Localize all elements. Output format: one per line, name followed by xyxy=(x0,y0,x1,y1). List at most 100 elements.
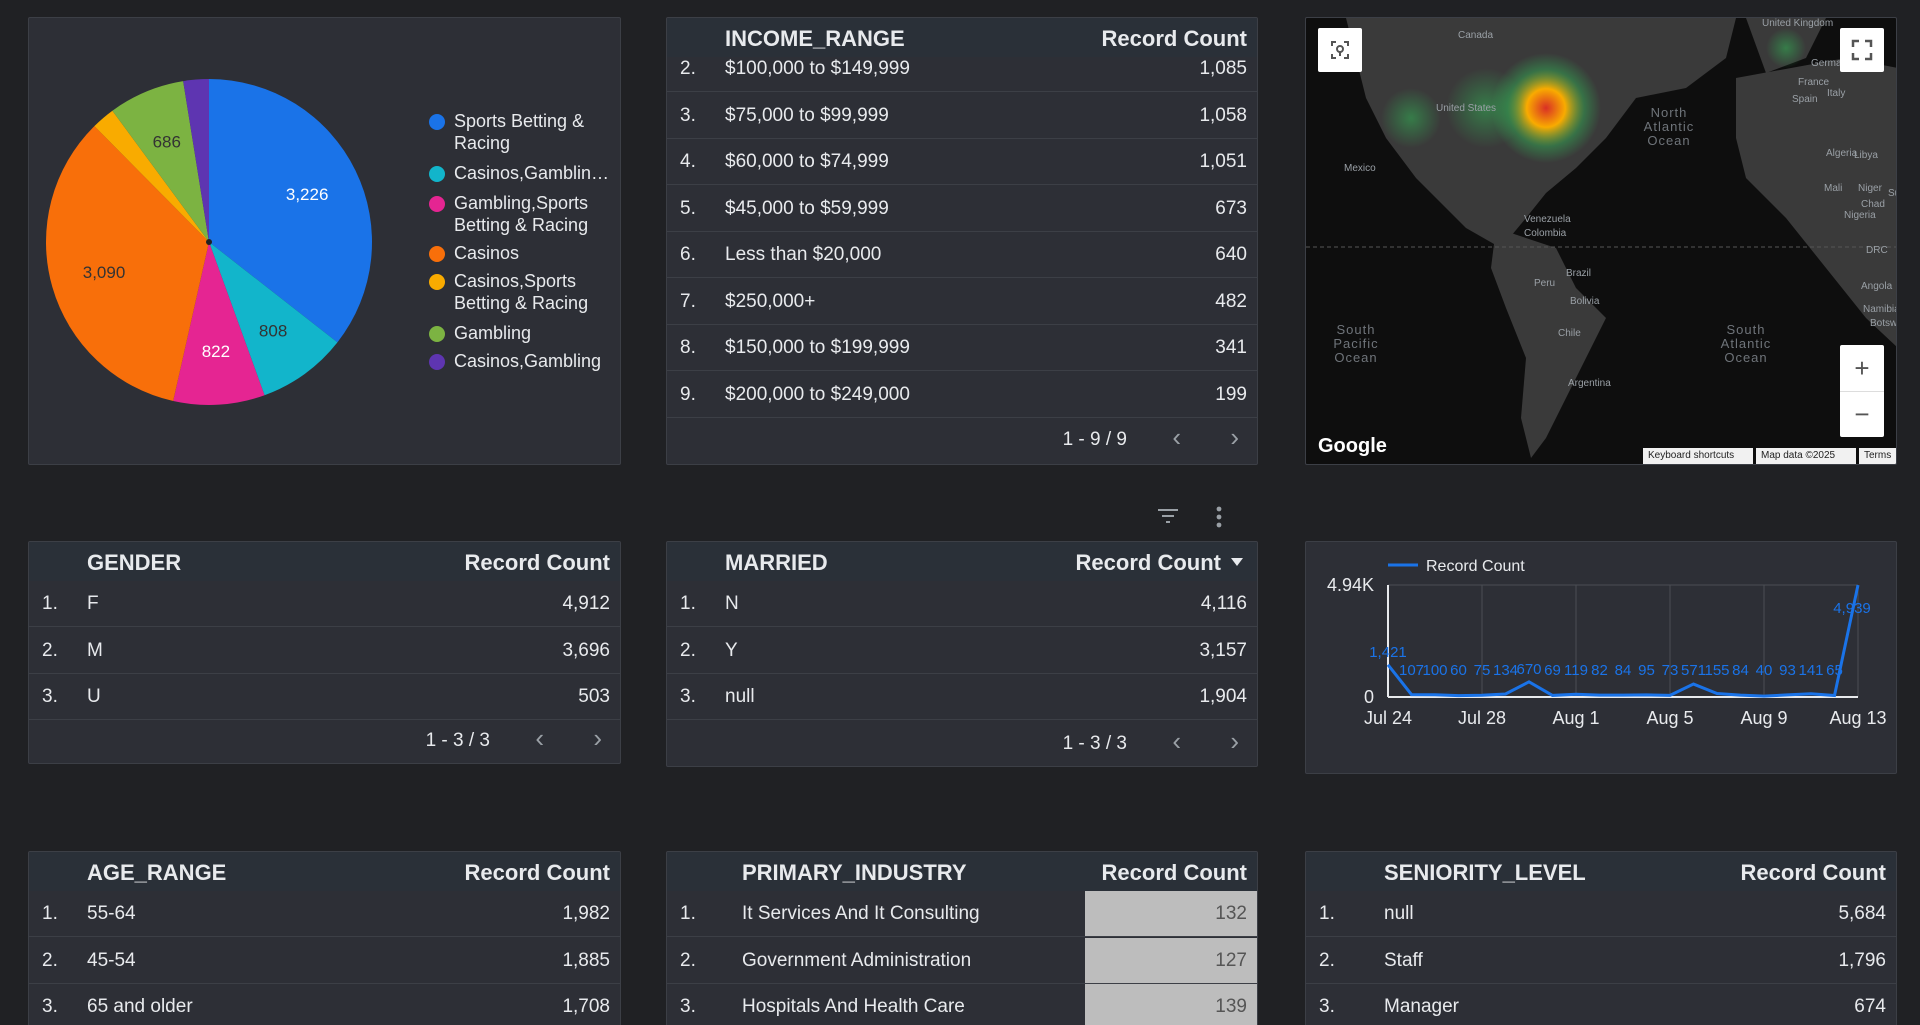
table-row[interactable]: 1. It Services And It Consulting 132 xyxy=(667,891,1257,937)
table-row[interactable]: 6. Less than $20,000 640 xyxy=(667,232,1257,278)
pagination-label: 1 - 9 / 9 xyxy=(1062,429,1127,450)
prev-page-icon[interactable]: ‹ xyxy=(1172,422,1181,452)
map-place-label: United Kingdom xyxy=(1762,18,1834,29)
table-row[interactable]: 5. $45,000 to $59,999 673 xyxy=(667,186,1257,232)
table-row[interactable]: 3. Manager 674 xyxy=(1306,984,1896,1025)
filter-icon[interactable] xyxy=(1156,506,1180,526)
table-row[interactable]: 3. Hospitals And Health Care 139 xyxy=(667,984,1257,1025)
row-index: 1. xyxy=(1319,903,1335,924)
ocean-label: South Atlantic Ocean xyxy=(1720,322,1772,365)
column-header-record-count[interactable]: Record Count xyxy=(1075,550,1221,575)
table-row[interactable]: 3. $75,000 to $99,999 1,058 xyxy=(667,93,1257,139)
row-index: 3. xyxy=(680,996,696,1017)
row-label: N xyxy=(725,593,739,614)
legend-label: Sports Betting & Racing xyxy=(454,111,585,153)
next-page-icon[interactable]: › xyxy=(1230,422,1239,452)
pie-data-label: 822 xyxy=(202,342,230,361)
geo-map[interactable]: Canada United States Mexico Venezuela Colomb… xyxy=(1305,17,1897,465)
prev-page-icon[interactable]: ‹ xyxy=(1172,726,1181,756)
x-tick-label: Aug 13 xyxy=(1829,708,1886,728)
data-label: 571 xyxy=(1681,662,1706,679)
map-place-label: Algeria xyxy=(1826,148,1858,159)
table-row[interactable]: 2. 45-54 1,885 xyxy=(29,938,620,984)
map-place-label: Niger xyxy=(1858,183,1882,194)
row-value: 1,058 xyxy=(1199,104,1247,126)
pie-slice[interactable] xyxy=(209,79,372,343)
pie-slice[interactable] xyxy=(209,242,338,396)
column-header-income-range[interactable]: INCOME_RANGE xyxy=(725,26,905,51)
location-icon[interactable] xyxy=(1318,28,1362,72)
pie-chart[interactable]: 3,226 808 822 3,090 686 xyxy=(29,18,389,465)
table-row[interactable]: 1. 55-64 1,982 xyxy=(29,891,620,937)
next-page-icon[interactable]: › xyxy=(1230,726,1239,756)
table-row[interactable]: 1. F 4,912 xyxy=(29,581,620,627)
table-row[interactable]: 3. 65 and older 1,708 xyxy=(29,984,620,1025)
column-header-age-range[interactable]: AGE_RANGE xyxy=(87,860,227,885)
data-label: 107 xyxy=(1399,662,1424,679)
more-options-icon[interactable] xyxy=(1214,505,1224,529)
row-index: 3. xyxy=(42,686,58,707)
table-row[interactable]: 9. $200,000 to $249,000 199 xyxy=(667,372,1257,418)
legend-swatch xyxy=(429,166,445,182)
legend-label: Casinos,Sports Betting & Racing xyxy=(454,271,589,313)
table-row[interactable]: 7. $250,000+ 482 xyxy=(667,279,1257,325)
sort-desc-icon[interactable] xyxy=(1231,558,1243,566)
column-header-seniority-level[interactable]: SENIORITY_LEVEL xyxy=(1384,860,1586,885)
data-label: 100 xyxy=(1422,662,1447,679)
map-place-label: DRC xyxy=(1866,245,1888,256)
table-row[interactable]: 2. Government Administration 127 xyxy=(667,937,1257,984)
table-row[interactable]: 2. Y 3,157 xyxy=(667,628,1257,674)
table-row[interactable]: 2. Staff 1,796 xyxy=(1306,938,1896,984)
table-row[interactable]: 2. $100,000 to $149,999 1,085 xyxy=(667,46,1257,92)
column-header-primary-industry[interactable]: PRIMARY_INDUSTRY xyxy=(742,860,967,885)
column-header-gender[interactable]: GENDER xyxy=(87,550,182,575)
zoom-out-button[interactable]: − xyxy=(1840,391,1884,437)
y-tick-label: 4.94K xyxy=(1327,575,1374,595)
row-index: 8. xyxy=(680,337,696,358)
table-header: GENDER Record Count xyxy=(29,542,620,581)
ocean-label: North Atlantic Ocean xyxy=(1643,105,1695,148)
prev-page-icon[interactable]: ‹ xyxy=(535,723,544,753)
map-terms-link[interactable]: Terms xyxy=(1859,448,1896,464)
value-heat-cell xyxy=(1085,937,1257,983)
column-header-record-count[interactable]: Record Count xyxy=(1740,860,1886,885)
legend-label: Gambling,Sports Betting & Racing xyxy=(454,193,589,235)
series-line xyxy=(1386,584,1860,698)
table-row[interactable]: 8. $150,000 to $199,999 341 xyxy=(667,325,1257,371)
table-row[interactable]: 3. U 503 xyxy=(29,674,620,720)
column-header-record-count[interactable]: Record Count xyxy=(1101,860,1247,885)
row-label: $75,000 to $99,999 xyxy=(725,104,889,126)
row-label: $250,000+ xyxy=(725,290,816,312)
line-chart[interactable]: Jul 24 Jul 28 Aug 1 Aug 5 Aug 9 Aug 13 4.94K 0 1… xyxy=(1306,542,1897,774)
column-header-married[interactable]: MARRIED xyxy=(725,550,828,575)
table-row[interactable]: 4. $60,000 to $74,999 1,051 xyxy=(667,139,1257,185)
legend-label: Casinos,Gamblin… xyxy=(454,163,610,183)
pie-slice[interactable] xyxy=(183,79,209,242)
table-row[interactable]: 1. N 4,116 xyxy=(667,581,1257,627)
column-header-record-count[interactable]: Record Count xyxy=(464,860,610,885)
next-page-icon[interactable]: › xyxy=(593,723,602,753)
table-row[interactable]: 3. null 1,904 xyxy=(667,674,1257,720)
column-header-record-count[interactable]: Record Count xyxy=(1101,26,1247,51)
map-canvas[interactable] xyxy=(1306,18,1897,465)
column-header-record-count[interactable]: Record Count xyxy=(464,550,610,575)
map-shortcuts-link[interactable]: Keyboard shortcuts xyxy=(1643,448,1753,464)
pie-slice[interactable] xyxy=(94,110,209,242)
zoom-in-button[interactable]: + xyxy=(1840,345,1884,391)
pie-slice[interactable] xyxy=(46,126,210,402)
table-row[interactable]: 1. null 5,684 xyxy=(1306,891,1896,937)
map-place-label: Spain xyxy=(1792,94,1818,105)
map-place-label: United States xyxy=(1436,103,1497,114)
pie-slice[interactable] xyxy=(173,242,265,405)
pie-data-label: 3,090 xyxy=(83,263,126,282)
pagination-label: 1 - 3 / 3 xyxy=(1062,733,1127,754)
legend-label: Record Count xyxy=(1426,558,1525,575)
row-index: 2. xyxy=(42,949,58,971)
fullscreen-icon[interactable] xyxy=(1840,28,1884,72)
row-index: 3. xyxy=(42,996,58,1017)
table-row[interactable]: 2. M 3,696 xyxy=(29,628,620,674)
pie-slice[interactable] xyxy=(112,81,209,242)
map-place-label: Botswana xyxy=(1870,318,1897,329)
map-place-label: Libya xyxy=(1854,150,1878,161)
row-value: 5,684 xyxy=(1838,903,1886,924)
